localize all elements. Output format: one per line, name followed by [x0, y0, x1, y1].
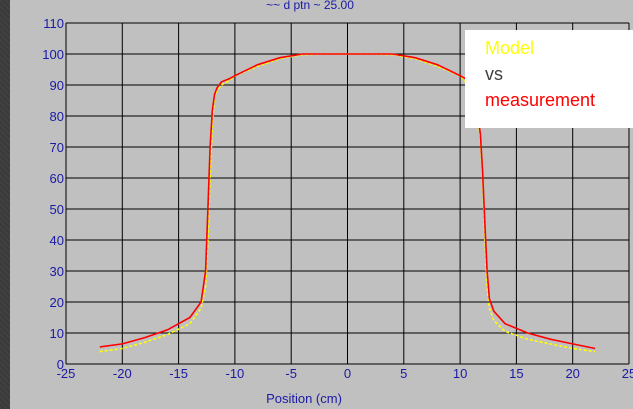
y-tick-label: 70: [50, 140, 64, 155]
x-tick-label: 20: [565, 366, 579, 381]
measurement-series-line: [99, 53, 467, 348]
legend-measurement-label: measurement: [485, 90, 596, 110]
x-tick-label: -20: [113, 366, 132, 381]
model-series-line: [478, 128, 596, 353]
y-tick-label: 50: [50, 202, 64, 217]
legend-model-label: Model: [485, 38, 535, 58]
x-tick-label: -5: [285, 366, 297, 381]
x-tick-label: 15: [509, 366, 523, 381]
y-tick-label: 110: [43, 16, 64, 31]
x-axis-label: Position (cm): [266, 391, 342, 406]
y-tick-label: 10: [50, 326, 64, 341]
y-tick-label: 30: [50, 264, 64, 279]
y-tick-label: 0: [57, 357, 64, 372]
y-tick-label: 60: [50, 171, 64, 186]
y-tick-label: 100: [42, 47, 64, 62]
legend-vs-label: vs: [485, 64, 503, 84]
series-layer: [99, 53, 596, 353]
legend: Model vs measurement: [465, 30, 633, 128]
tick-labels: -25 -20 -15 -10 -5 0 5 10 15 20 25 0 10 20 30 40 50 60 70 8…: [42, 16, 633, 381]
x-tick-label: 5: [400, 366, 407, 381]
y-tick-label: 90: [50, 78, 64, 93]
measurement-series-line: [478, 125, 596, 350]
y-tick-label: 80: [50, 109, 64, 124]
x-tick-label: -25: [57, 366, 76, 381]
x-tick-label: -15: [169, 366, 188, 381]
x-tick-label: 10: [453, 366, 467, 381]
x-tick-label: 0: [344, 366, 351, 381]
model-series-line: [99, 53, 467, 353]
y-tick-label: 40: [50, 233, 64, 248]
y-tick-label: 20: [50, 295, 64, 310]
x-tick-label: 25: [622, 366, 633, 381]
x-tick-label: -10: [226, 366, 245, 381]
chart-title: ~~ d ptn ~ 25.00: [266, 0, 354, 12]
